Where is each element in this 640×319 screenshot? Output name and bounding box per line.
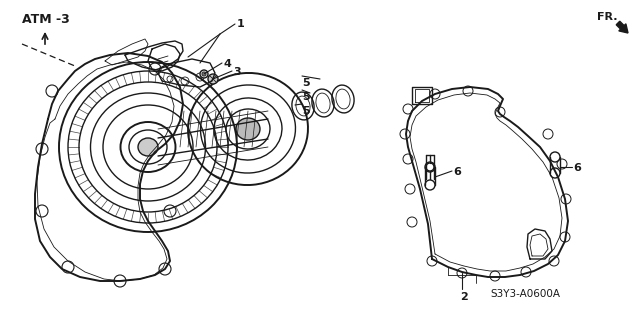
Text: 6: 6	[453, 167, 461, 177]
Text: 5: 5	[302, 78, 310, 88]
Text: 5: 5	[302, 92, 310, 102]
Ellipse shape	[236, 118, 260, 140]
Text: S3Y3-A0600A: S3Y3-A0600A	[490, 289, 560, 299]
Text: 1: 1	[237, 19, 244, 29]
Text: 3: 3	[233, 67, 241, 77]
Text: 2: 2	[460, 292, 468, 302]
Text: 6: 6	[573, 163, 581, 173]
Circle shape	[202, 72, 206, 76]
Circle shape	[208, 74, 218, 84]
Circle shape	[200, 70, 208, 78]
Text: ATM -3: ATM -3	[22, 13, 70, 26]
Text: 4: 4	[223, 59, 231, 69]
Text: FR.: FR.	[597, 12, 618, 22]
Text: 5: 5	[302, 106, 310, 116]
Ellipse shape	[138, 138, 158, 156]
FancyArrow shape	[616, 21, 628, 33]
